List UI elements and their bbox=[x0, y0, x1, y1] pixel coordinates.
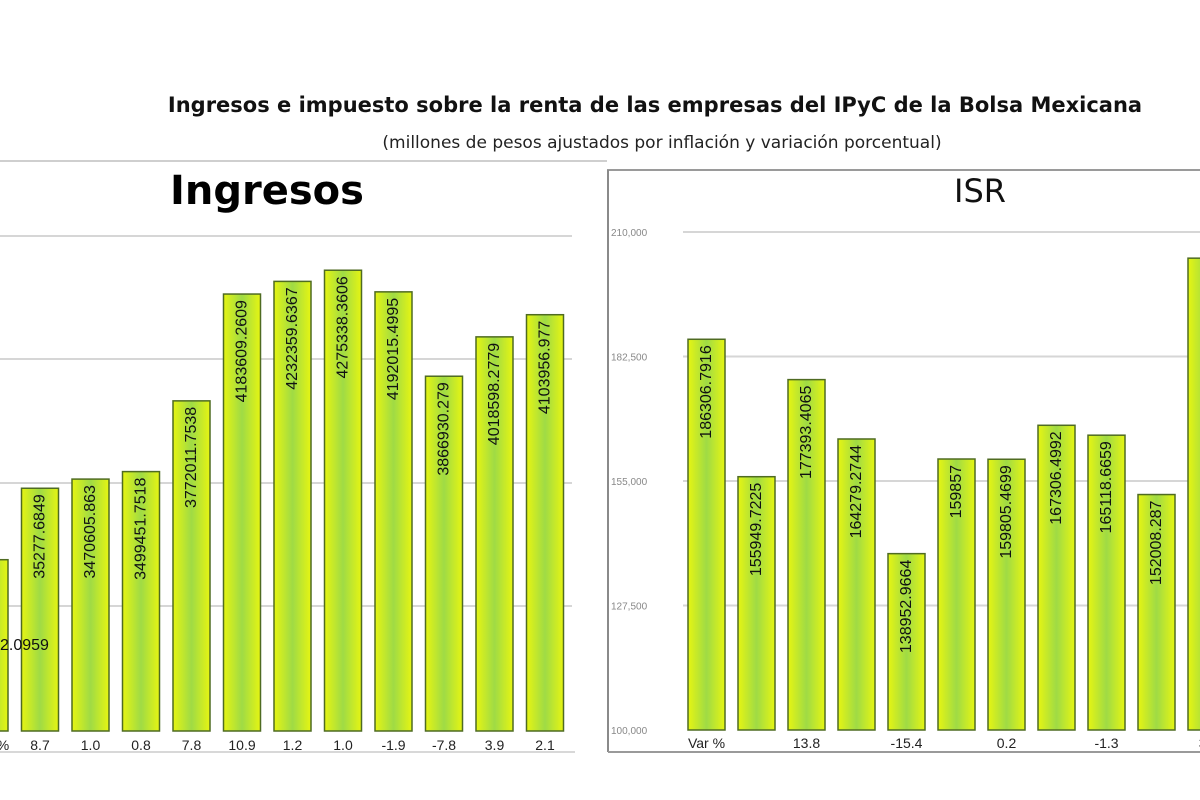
isr-bar bbox=[937, 458, 976, 731]
isr-y-tick: 100,000 bbox=[611, 726, 648, 737]
ingresos-x-label: % bbox=[0, 737, 9, 753]
ingresos-panel: Ingresos 2.0959 35277.6849 3470605.863 3499… bbox=[0, 160, 607, 753]
chart-title: Ingresos e impuesto sobre la renta de la… bbox=[168, 93, 1142, 117]
ingresos-title: Ingresos bbox=[170, 168, 364, 214]
isr-bar bbox=[1137, 493, 1176, 731]
ingresos-data-label: 3470605.863 bbox=[82, 485, 99, 579]
isr-y-tick: 210,000 bbox=[611, 228, 648, 239]
isr-bar bbox=[837, 438, 876, 731]
isr-title: ISR bbox=[954, 172, 1006, 210]
ingresos-x-label: -7.8 bbox=[432, 737, 456, 753]
ingresos-data-label: 4018598.2779 bbox=[486, 343, 503, 445]
isr-bar bbox=[1087, 434, 1126, 731]
ingresos-bar bbox=[424, 375, 464, 732]
ingresos-data-label: 4183609.2609 bbox=[234, 300, 251, 402]
isr-panel: ISR 100,000127,500155,000182,500210,000 … bbox=[607, 169, 1200, 753]
ingresos-bar bbox=[273, 280, 312, 732]
ingresos-bar bbox=[172, 400, 211, 732]
ingresos-data-label: 35277.6849 bbox=[32, 494, 49, 579]
isr-bar bbox=[787, 378, 826, 731]
isr-data-label: 167306.4992 bbox=[1048, 431, 1065, 525]
ingresos-data-label: 4232359.6367 bbox=[284, 287, 301, 389]
ingresos-x-label: -1.9 bbox=[381, 737, 405, 753]
ingresos-data-label: 4103956.977 bbox=[537, 321, 554, 415]
ingresos-x-label: 7.8 bbox=[182, 737, 202, 753]
ingresos-bar bbox=[374, 291, 413, 732]
isr-x-label: Var % bbox=[688, 735, 725, 751]
isr-x-label: 34 bbox=[1199, 735, 1200, 751]
ingresos-x-label: 8.7 bbox=[30, 737, 50, 753]
isr-bar bbox=[1187, 257, 1200, 731]
ingresos-data-label: 4275338.3606 bbox=[335, 276, 352, 378]
ingresos-bar bbox=[0, 558, 9, 732]
isr-y-tick: 155,000 bbox=[611, 477, 648, 488]
isr-x-label: 13.8 bbox=[793, 735, 820, 751]
ingresos-x-label: 2.1 bbox=[535, 737, 555, 753]
ingresos-x-label: 1.0 bbox=[333, 737, 353, 753]
ingresos-x-label: 0.8 bbox=[131, 737, 151, 753]
ingresos-data-label: 3866930.279 bbox=[436, 382, 453, 476]
isr-data-label: 186306.7916 bbox=[698, 345, 715, 439]
ingresos-bar bbox=[71, 478, 110, 732]
isr-bar bbox=[1037, 424, 1076, 731]
chart-subtitle: (millones de pesos ajustados por inflaci… bbox=[382, 133, 941, 153]
ingresos-bar bbox=[525, 313, 565, 732]
isr-data-label: 159805.4699 bbox=[998, 465, 1015, 559]
ingresos-data-label: 3499451.7518 bbox=[133, 478, 150, 580]
isr-data-label: 165118.6659 bbox=[1098, 441, 1115, 533]
ingresos-data-label: 2.0959 bbox=[0, 637, 49, 654]
isr-data-label: 20422 bbox=[1198, 264, 1200, 309]
ingresos-bar bbox=[323, 269, 363, 732]
isr-y-tick: 127,500 bbox=[611, 602, 648, 613]
ingresos-bar bbox=[222, 293, 262, 732]
isr-bar bbox=[887, 552, 926, 731]
ingresos-data-label: 4192015.4995 bbox=[385, 298, 402, 400]
isr-x-label: 0.2 bbox=[997, 735, 1017, 751]
ingresos-data-label: 3772011.7538 bbox=[183, 407, 200, 508]
isr-data-label: 155949.7225 bbox=[748, 483, 765, 577]
ingresos-x-label: 10.9 bbox=[228, 737, 255, 753]
ingresos-x-label: 1.0 bbox=[81, 737, 101, 753]
ingresos-bar bbox=[121, 470, 161, 732]
isr-data-label: 164279.2744 bbox=[848, 445, 865, 539]
ingresos-x-label: 3.9 bbox=[485, 737, 505, 753]
isr-bar bbox=[737, 475, 776, 731]
ingresos-bar bbox=[20, 487, 60, 732]
isr-x-label: -1.3 bbox=[1094, 735, 1118, 751]
isr-bar bbox=[687, 338, 726, 731]
isr-data-label: 159857 bbox=[948, 465, 965, 518]
isr-bar bbox=[987, 458, 1026, 731]
isr-data-label: 177393.4065 bbox=[798, 386, 815, 480]
isr-x-label: -15.4 bbox=[891, 735, 923, 751]
ingresos-x-label: 1.2 bbox=[283, 737, 303, 753]
isr-data-label: 138952.9664 bbox=[898, 560, 915, 654]
isr-y-tick: 182,500 bbox=[611, 353, 648, 364]
ingresos-bar bbox=[475, 336, 514, 732]
isr-data-label: 152008.287 bbox=[1148, 500, 1165, 585]
